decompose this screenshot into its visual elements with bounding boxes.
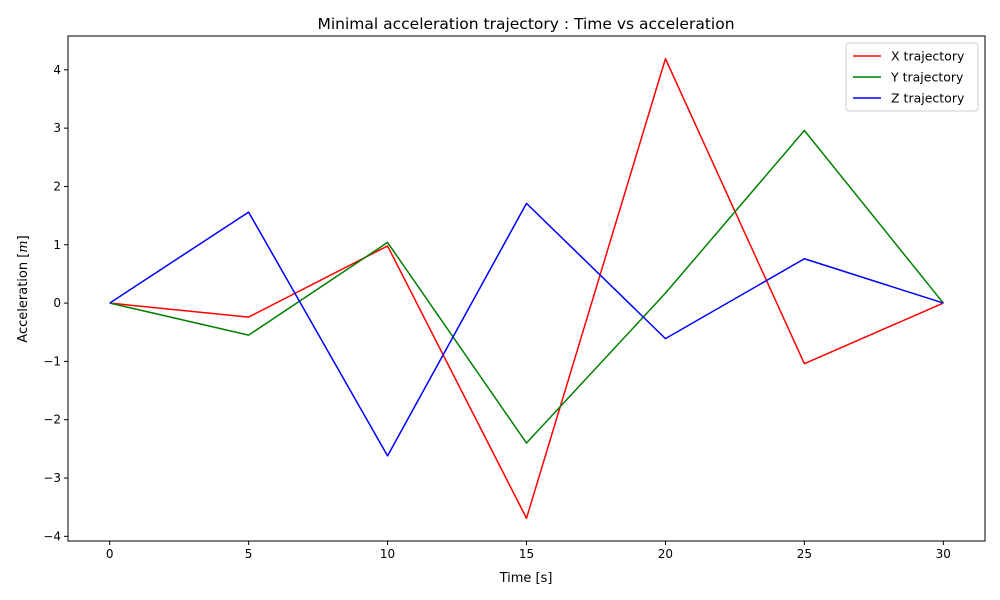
legend-box bbox=[845, 42, 979, 112]
series-line-z-trajectory bbox=[109, 202, 944, 457]
y-tick-label: 1 bbox=[53, 238, 61, 252]
plot-series-group bbox=[109, 57, 944, 520]
y-tick-label: −4 bbox=[43, 529, 61, 543]
x-tick-label: 5 bbox=[245, 547, 253, 561]
x-tick-label: 0 bbox=[106, 547, 114, 561]
legend-label: Y trajectory bbox=[890, 70, 964, 85]
series-line-x-trajectory bbox=[109, 57, 944, 520]
y-tick-label: 4 bbox=[53, 63, 61, 77]
x-tick-label: 10 bbox=[380, 547, 395, 561]
legend-label: X trajectory bbox=[891, 49, 965, 64]
y-axis-label-close: ] bbox=[16, 235, 31, 240]
y-axis-label: Acceleration [m] bbox=[16, 235, 31, 342]
y-axis: −4 −3 −2 −1 0 1 2 3 4 bbox=[43, 63, 68, 543]
legend: X trajectory Y trajectory Z trajectory bbox=[845, 42, 979, 112]
y-axis-label-unit: m bbox=[16, 240, 31, 252]
y-tick-label: −2 bbox=[43, 413, 61, 427]
x-tick-label: 20 bbox=[658, 547, 673, 561]
y-tick-label: 3 bbox=[53, 121, 61, 135]
plot-frame bbox=[67, 35, 986, 542]
y-tick-label: −3 bbox=[43, 471, 61, 485]
y-tick-label: 2 bbox=[53, 179, 61, 193]
x-tick-label: 15 bbox=[519, 547, 534, 561]
chart-title: Minimal acceleration trajectory : Time v… bbox=[317, 15, 734, 33]
series-line-y-trajectory bbox=[109, 129, 944, 444]
y-axis-label-main: Acceleration [ bbox=[16, 253, 31, 343]
y-tick-label: −1 bbox=[43, 354, 61, 368]
x-tick-label: 25 bbox=[797, 547, 812, 561]
x-tick-label: 30 bbox=[936, 547, 951, 561]
legend-label: Z trajectory bbox=[891, 91, 965, 106]
y-tick-label: 0 bbox=[53, 296, 61, 310]
x-axis-label: Time [s] bbox=[499, 571, 553, 586]
x-axis: 0 5 10 15 20 25 30 bbox=[106, 541, 951, 561]
